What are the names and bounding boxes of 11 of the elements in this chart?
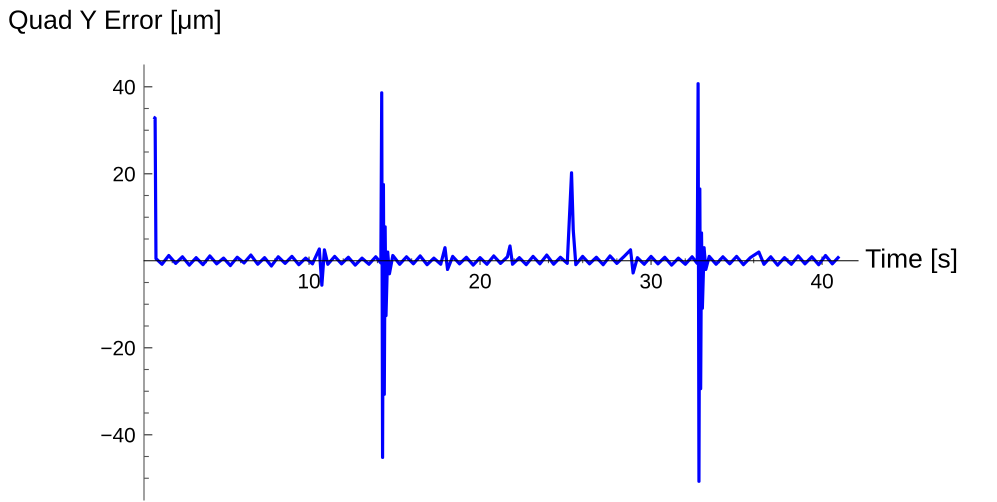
x-tick-label: 10 <box>299 274 320 289</box>
x-axis-title: Time [s] <box>866 248 956 274</box>
y-tick-label: 40 <box>112 80 135 95</box>
y-axis-title: Quad Y Error [μm] <box>9 10 220 34</box>
line-series <box>152 82 841 483</box>
y-tick-label: 20 <box>114 166 135 182</box>
y-tick-label: −20 <box>101 340 135 356</box>
x-tick-label: 40 <box>810 274 833 289</box>
y-tick-label: −40 <box>101 428 135 443</box>
x-tick-label: 20 <box>470 274 491 289</box>
x-tick-label: 30 <box>640 274 662 289</box>
